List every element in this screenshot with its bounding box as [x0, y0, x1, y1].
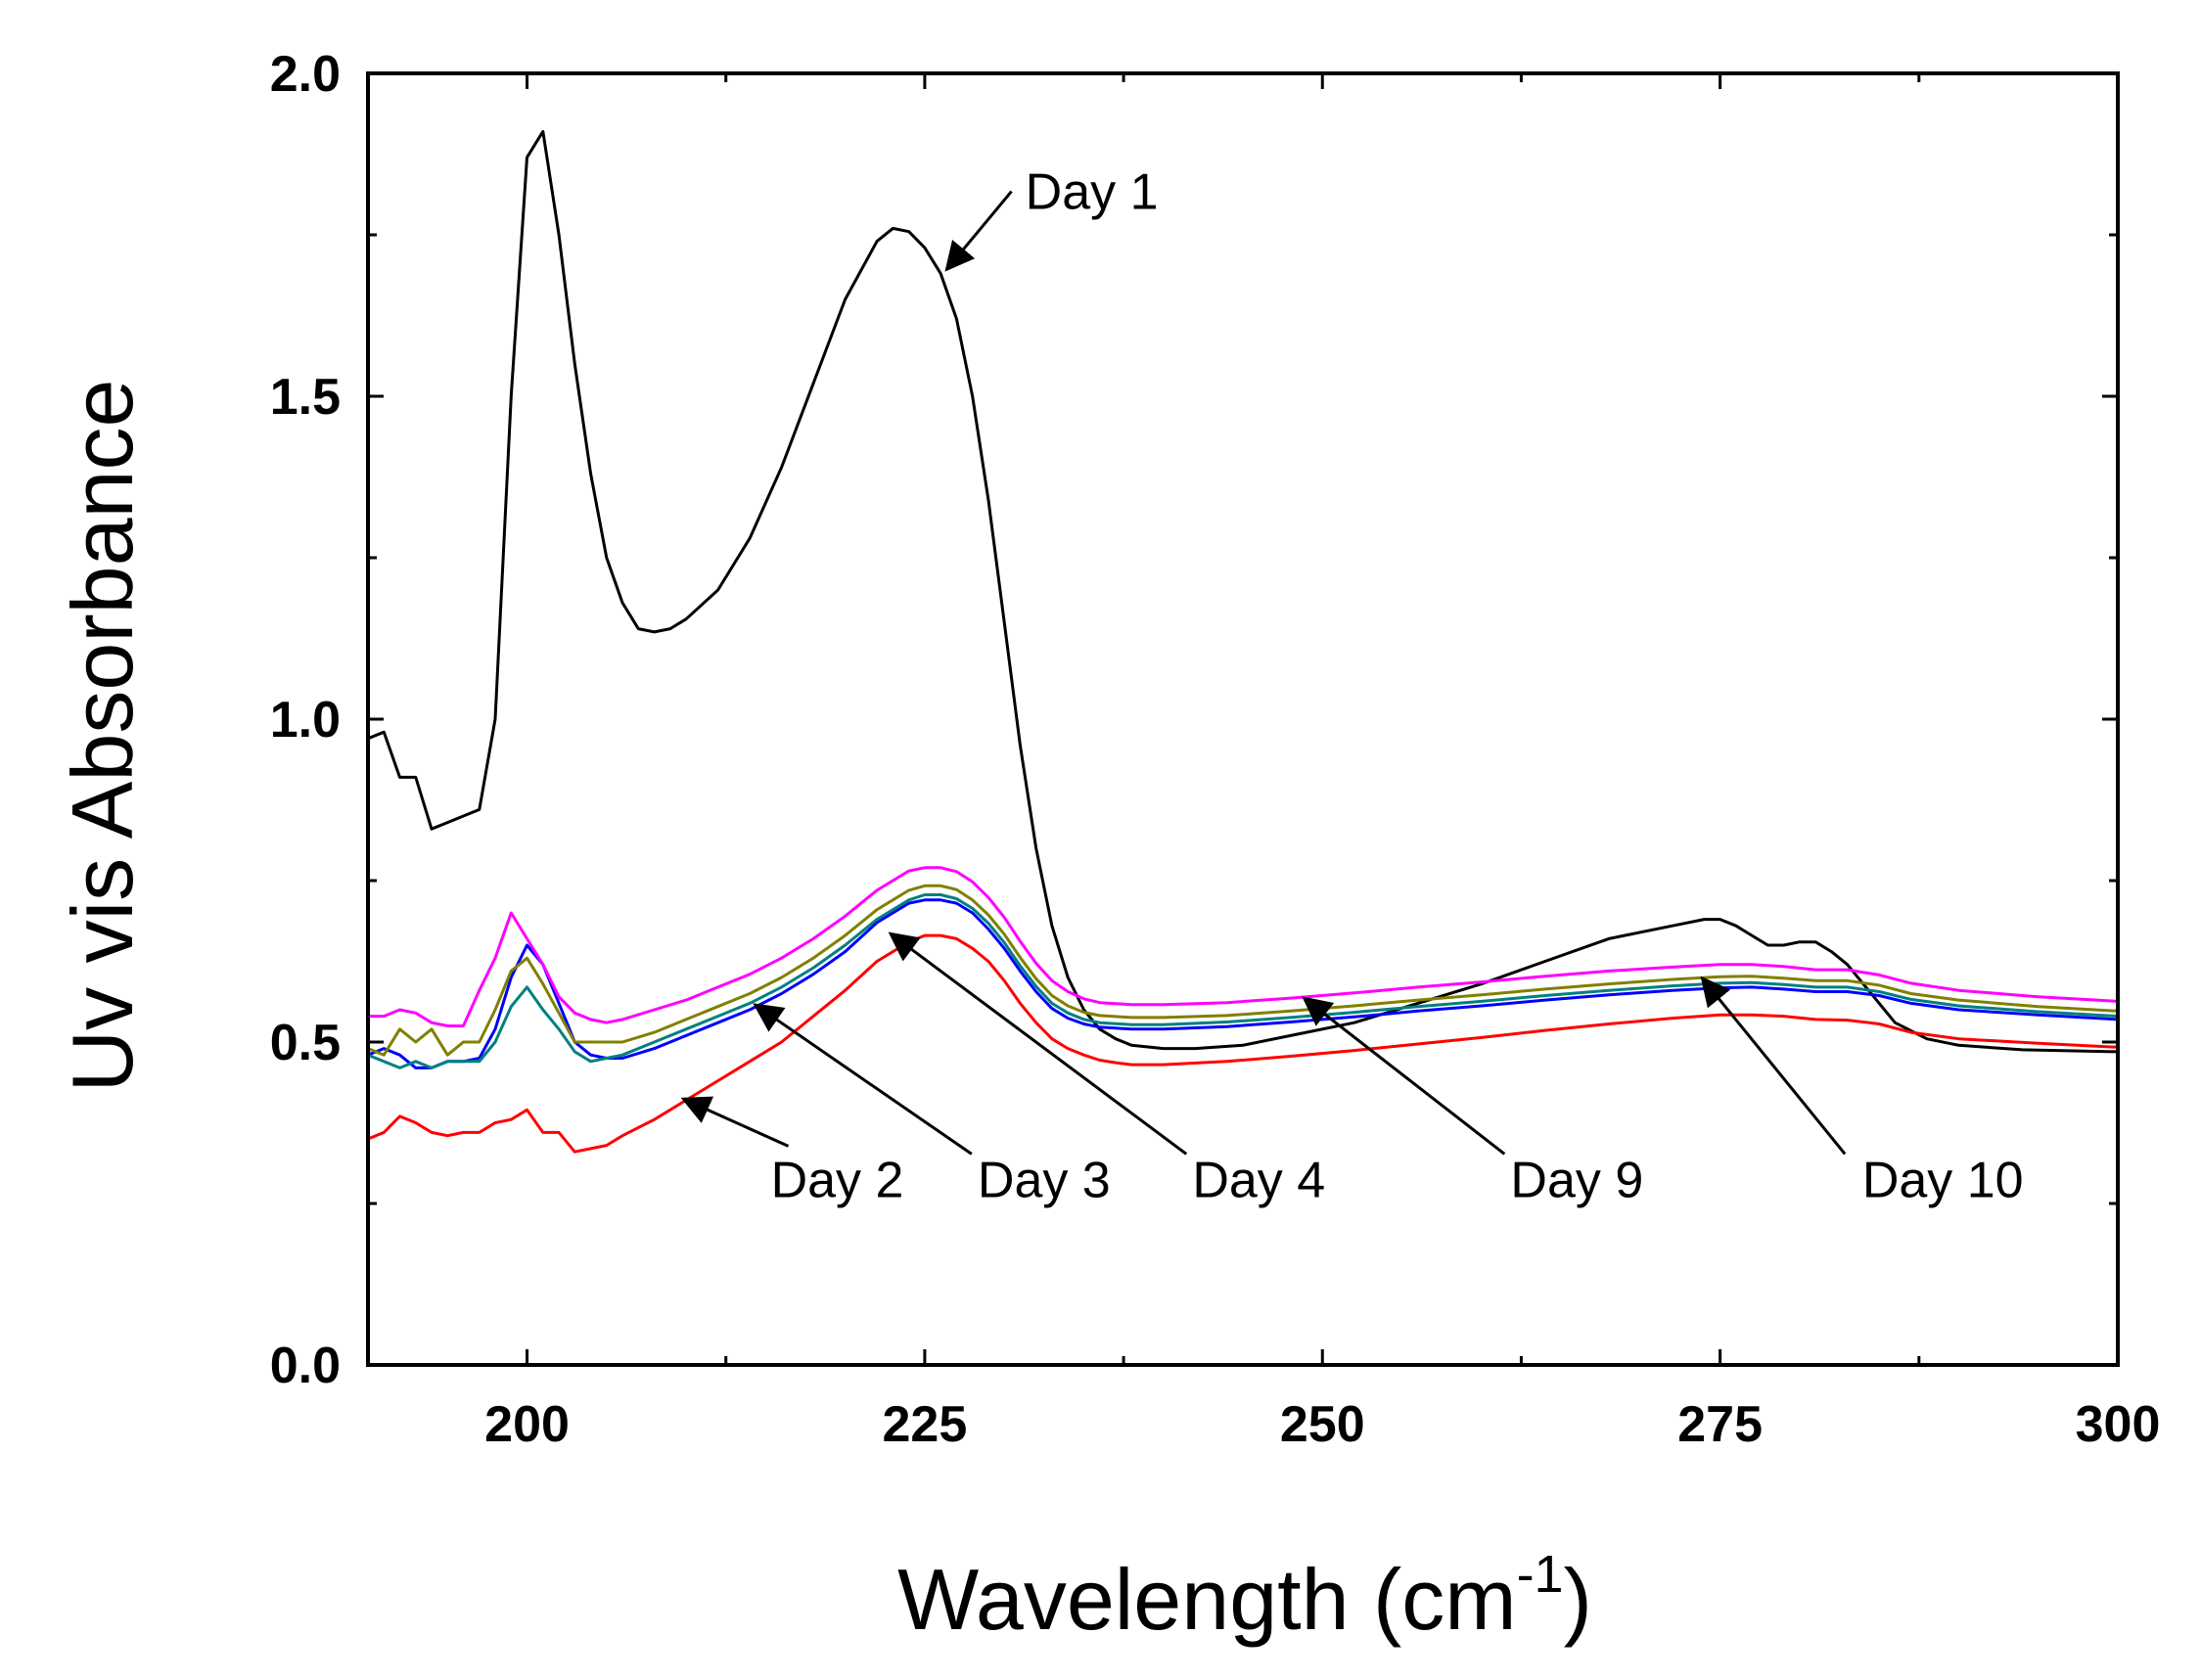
x-axis-title-main: Wavelength (cm — [897, 1551, 1517, 1648]
x-tick-label-250: 250 — [1280, 1396, 1365, 1453]
y-tick-label-0: 0.0 — [270, 1338, 341, 1394]
x-tick-label-275: 275 — [1677, 1396, 1763, 1453]
plot-background — [0, 0, 2200, 1680]
y-tick-label-1-5: 1.5 — [270, 369, 341, 426]
annotation-label-day-10: Day 10 — [1862, 1152, 2024, 1208]
annotation-label-day-9: Day 9 — [1510, 1152, 1643, 1208]
x-axis-title: Wavelength (cm-1) — [897, 1545, 1592, 1648]
x-tick-label-225: 225 — [883, 1396, 968, 1453]
annotation-label-day-4: Day 4 — [1192, 1152, 1325, 1208]
y-tick-label-0-5: 0.5 — [270, 1015, 341, 1071]
annotation-label-day-3: Day 3 — [978, 1152, 1111, 1208]
annotation-label-day-2: Day 2 — [771, 1152, 904, 1208]
x-tick-label-200: 200 — [484, 1396, 570, 1453]
x-tick-label-300: 300 — [2076, 1396, 2161, 1453]
uv-vis-chart: Day 1 Day 2 Day 3 Day 4 Day 9 Day 10 200 225 25… — [0, 0, 2200, 1680]
x-axis-title-close: ) — [1564, 1551, 1592, 1648]
x-axis-title-superscript: -1 — [1517, 1545, 1564, 1604]
y-axis-title: Uv vis Absorbance — [54, 380, 151, 1093]
y-tick-label-1: 1.0 — [270, 692, 341, 749]
annotation-label-day-1: Day 1 — [1026, 164, 1159, 221]
y-tick-label-2: 2.0 — [270, 46, 341, 103]
